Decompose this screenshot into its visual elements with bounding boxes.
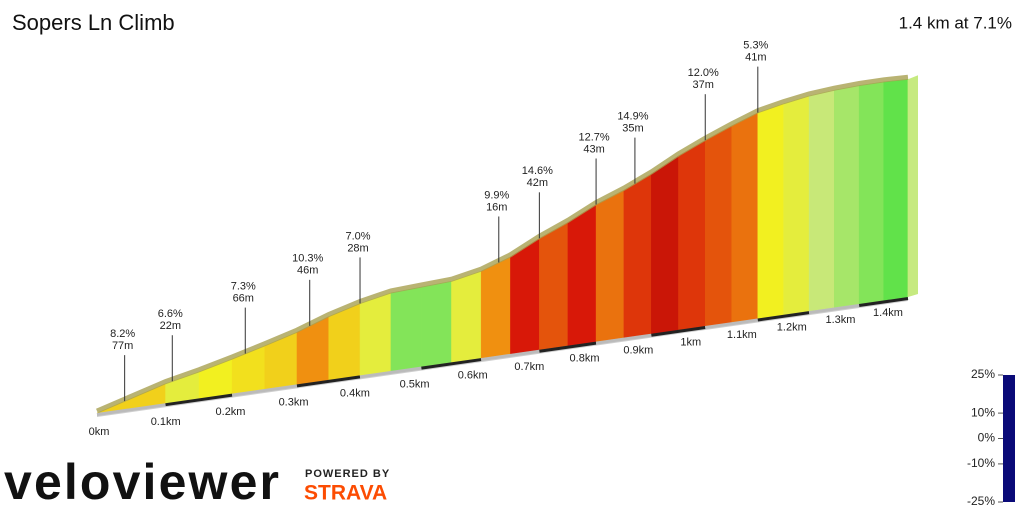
annotation-length: 42m <box>527 177 548 189</box>
annotation-grade: 7.3% <box>231 280 256 292</box>
gradient-segment <box>678 139 706 331</box>
gradient-segment <box>731 112 759 323</box>
annotation-grade: 10.3% <box>292 253 323 265</box>
tick-segment <box>858 297 909 307</box>
annotation-grade: 8.2% <box>110 328 135 340</box>
annotation-length: 22m <box>160 320 181 332</box>
gradient-segment <box>705 125 732 327</box>
brand-logo: veloviewer <box>4 454 279 510</box>
x-tick-label: 0.8km <box>570 353 600 365</box>
gradient-segment <box>510 237 540 355</box>
x-tick-label: 0.6km <box>458 370 488 382</box>
color-scale-label: 25% <box>971 367 995 381</box>
annotation-length: 37m <box>693 79 714 91</box>
x-tick-label: 0.7km <box>514 361 544 373</box>
annotation-length: 46m <box>297 265 318 277</box>
gradient-segment <box>623 173 652 338</box>
x-tick-label: 0.1km <box>151 416 181 428</box>
annotation-grade: 14.9% <box>617 111 648 123</box>
tick-segment <box>757 311 810 322</box>
color-scale-label: -10% <box>967 456 995 470</box>
tick-segment <box>705 318 759 329</box>
annotation-length: 35m <box>622 123 643 135</box>
x-tick-label: 0.5km <box>400 378 430 390</box>
tick-segment <box>808 304 860 315</box>
x-tick-label: 0km <box>89 426 110 438</box>
tick-segment <box>96 403 166 416</box>
color-scale-label: 10% <box>971 405 995 419</box>
summary: 1.4 km at 7.1% <box>899 13 1012 32</box>
annotation-grade: 5.3% <box>743 40 768 52</box>
strava-logo: STRAVA <box>304 482 387 505</box>
color-scale-bar <box>1003 375 1015 502</box>
tick-segment <box>359 366 422 379</box>
x-tick-label: 0.2km <box>216 406 246 418</box>
annotation-grade: 7.0% <box>345 230 370 242</box>
gradient-segment <box>858 81 884 305</box>
color-scale-label: 0% <box>978 431 996 445</box>
annotation-length: 28m <box>347 242 368 254</box>
powered-by: POWERED BY <box>305 468 390 480</box>
tick-segment <box>296 375 361 388</box>
annotation-grade: 9.9% <box>484 189 509 201</box>
tick-segment <box>165 393 233 407</box>
gradient-segment <box>480 256 511 359</box>
annotation-grade: 6.6% <box>158 308 183 320</box>
gradient-segment <box>359 292 392 376</box>
color-scale-label: -25% <box>967 494 995 508</box>
gradient-segment <box>539 221 569 351</box>
gradient-segment <box>567 204 597 346</box>
x-tick-label: 1.2km <box>777 321 807 333</box>
x-tick-label: 0.9km <box>623 345 653 357</box>
tick-segment <box>595 333 652 345</box>
gradient-segment <box>834 85 860 308</box>
annotation-grade: 12.0% <box>688 67 719 79</box>
x-tick-label: 1.4km <box>873 307 903 319</box>
profile: 0km 0.1km 0.2km 0.3km 0.4km 0.5km 0.6km 0.7km 0.… <box>89 40 918 438</box>
annotation-grade: 14.6% <box>522 165 553 177</box>
x-tick-label: 0.3km <box>279 397 309 409</box>
annotation-length: 66m <box>233 292 254 304</box>
tick-segment <box>539 341 597 353</box>
gradient-segment <box>451 270 482 363</box>
tick-segment <box>421 358 482 370</box>
gradient-segment <box>595 189 625 342</box>
annotation-grade: 12.7% <box>578 131 609 143</box>
tick-segment <box>231 384 298 397</box>
annotation-length: 77m <box>112 340 133 352</box>
x-tick-label: 1.3km <box>825 314 855 326</box>
x-tick-label: 1km <box>680 337 701 349</box>
gradient-segment <box>651 155 679 334</box>
tick-segment <box>651 326 706 337</box>
gradient-segment <box>783 95 810 316</box>
gradient-segment <box>808 89 835 312</box>
x-tick-label: 0.4km <box>340 387 370 399</box>
tick-segment <box>480 349 540 362</box>
annotation-length: 16m <box>486 201 507 213</box>
x-tick-label: 1.1km <box>727 329 757 341</box>
annotation-length: 41m <box>745 52 766 64</box>
gradient-segment <box>390 286 422 372</box>
end-face <box>908 75 918 297</box>
chart-title: Sopers Ln Climb <box>12 10 175 35</box>
gradient-segment <box>883 78 909 301</box>
annotation-length: 43m <box>583 143 604 155</box>
gradient-segment <box>757 103 784 319</box>
gradient-segment <box>421 280 452 367</box>
